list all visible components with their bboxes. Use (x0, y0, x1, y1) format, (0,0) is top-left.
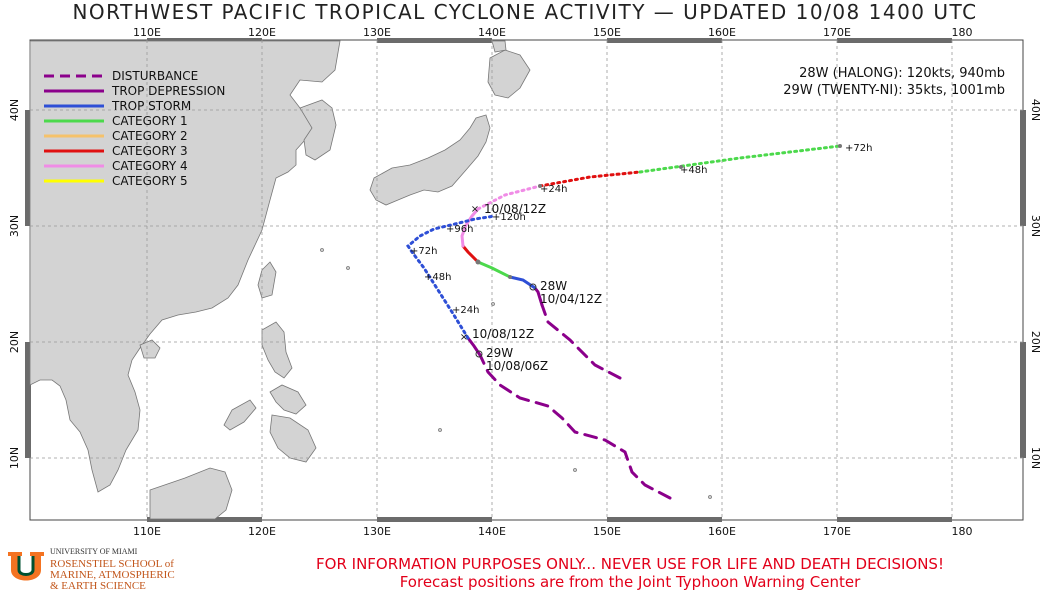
halong-track: × (460, 144, 842, 380)
twenty-ni-start-label: 10/08/06Z (486, 359, 548, 373)
lon-label: 110E (133, 26, 161, 39)
legend-label: CATEGORY 2 (112, 129, 188, 143)
halong-point (475, 259, 481, 265)
twenty-ni-forecast-label: +96h (446, 224, 473, 235)
twenty-ni-forecast-label: +24h (452, 305, 479, 316)
twenty-ni-forecast-label: +48h (424, 272, 451, 283)
twenty-ni-start-point (475, 350, 483, 358)
twenty-ni-forecast-track (406, 214, 497, 340)
lon-label: 140E (478, 525, 506, 538)
legend-label: CATEGORY 3 (112, 144, 188, 158)
lon-label: 170E (823, 26, 851, 39)
frame-ticks (25, 38, 1026, 522)
halong-current-marker: × (471, 204, 479, 215)
halong-forecast-cat3 (538, 170, 642, 188)
legend-label: CATEGORY 4 (112, 159, 188, 173)
halong-start-point (529, 283, 537, 291)
storm-info: 28W (HALONG): 120kts, 940mb 29W (TWENTY-… (783, 66, 1005, 98)
lat-label: 40N (1029, 99, 1042, 121)
lon-label: 180 (952, 525, 973, 538)
halong-forecast-point (679, 165, 683, 169)
halong-cat4-track (460, 207, 480, 248)
storm-info-line: 28W (HALONG): 120kts, 940mb (799, 66, 1005, 81)
lon-label: 120E (248, 525, 276, 538)
lat-labels-left: 40N 30N 20N 10N (8, 99, 21, 469)
disclaimer: FOR INFORMATION PURPOSES ONLY... NEVER U… (245, 555, 1015, 591)
disclaimer-line: FOR INFORMATION PURPOSES ONLY... NEVER U… (316, 555, 944, 573)
lat-label: 10N (8, 447, 21, 469)
lat-label: 20N (1029, 331, 1042, 353)
graticule (30, 40, 1023, 520)
lon-label: 120E (248, 26, 276, 39)
land (29, 40, 712, 520)
lat-label: 20N (8, 331, 21, 353)
halong-forecast-point (838, 144, 842, 148)
lon-label: 130E (363, 26, 391, 39)
halong-storm-track (508, 275, 537, 290)
halong-labels: 28W 10/04/12Z 10/08/12Z +24h +48h +72h (484, 143, 872, 306)
halong-cat3-track (461, 244, 480, 264)
school-line: MARINE, ATMOSPHERIC (50, 569, 175, 581)
lon-label: 180 (952, 26, 973, 39)
halong-forecast-point (538, 184, 542, 188)
halong-forecast-cat4 (476, 184, 542, 211)
legend-label: DISTURBANCE (112, 69, 198, 83)
twenty-ni-depression-track (466, 336, 482, 357)
halong-disturbance-track (540, 303, 622, 380)
halong-current-label: 10/08/12Z (484, 202, 546, 216)
halong-start-label: 10/04/12Z (540, 292, 602, 306)
storm-info-line: 29W (TWENTY-NI): 35kts, 1001mb (783, 83, 1005, 98)
lat-label: 30N (1029, 215, 1042, 237)
lon-label: 110E (133, 525, 161, 538)
school-line: ROSENSTIEL SCHOOL of (50, 558, 174, 570)
lat-label: 30N (8, 215, 21, 237)
lon-labels-top: 110E 120E 130E 140E 150E 160E 170E 180 (133, 26, 972, 39)
legend-label: TROP DEPRESSION (111, 84, 225, 98)
university-name: UNIVERSITY OF MIAMI ROSENSTIEL SCHOOL of… (50, 546, 175, 592)
lon-labels-bottom: 110E 120E 130E 140E 150E 160E 170E 180 (133, 525, 972, 538)
lon-label: 150E (593, 26, 621, 39)
lat-labels-right: 40N 30N 20N 10N (1029, 99, 1042, 469)
twenty-ni-forecast-label: +72h (410, 246, 437, 257)
legend-label: CATEGORY 5 (112, 174, 188, 188)
halong-depression-track (533, 286, 544, 307)
halong-cat1-track (476, 260, 512, 279)
halong-name-label: 28W (540, 279, 567, 293)
legend-label: CATEGORY 1 (112, 114, 188, 128)
school-line: & EARTH SCIENCE (50, 580, 146, 592)
disclaimer-source: Forecast positions are from the Joint Ty… (399, 573, 861, 591)
twenty-ni-forecast-label: +120h (492, 212, 526, 223)
twenty-ni-disturbance-track (478, 353, 672, 500)
lat-label: 10N (1029, 447, 1042, 469)
university-logo (8, 552, 44, 581)
lon-label: 150E (593, 525, 621, 538)
twenty-ni-labels: 29W 10/08/06Z 10/08/12Z +24h +48h +72h +… (410, 212, 548, 373)
legend-label: TROP STORM (111, 99, 191, 113)
lon-label: 130E (363, 525, 391, 538)
twenty-ni-current-marker: × (460, 332, 468, 343)
lon-label: 140E (478, 26, 506, 39)
halong-forecast-label: +48h (680, 165, 707, 176)
map-title: NORTHWEST PACIFIC TROPICAL CYCLONE ACTIV… (72, 0, 978, 24)
legend: DISTURBANCE TROP DEPRESSION TROP STORM C… (44, 69, 225, 188)
twenty-ni-name-label: 29W (486, 346, 513, 360)
twenty-ni-current-label: 10/08/12Z (472, 327, 534, 341)
halong-forecast-label: +72h (845, 143, 872, 154)
lon-label: 170E (823, 525, 851, 538)
lat-label: 40N (8, 99, 21, 121)
lon-label: 160E (708, 26, 736, 39)
halong-forecast-label: +24h (540, 184, 567, 195)
twenty-ni-track: × (406, 214, 672, 500)
university-line: UNIVERSITY OF MIAMI (50, 547, 138, 556)
lon-label: 160E (708, 525, 736, 538)
halong-forecast-cat1 (638, 144, 842, 174)
halong-point (508, 275, 512, 279)
